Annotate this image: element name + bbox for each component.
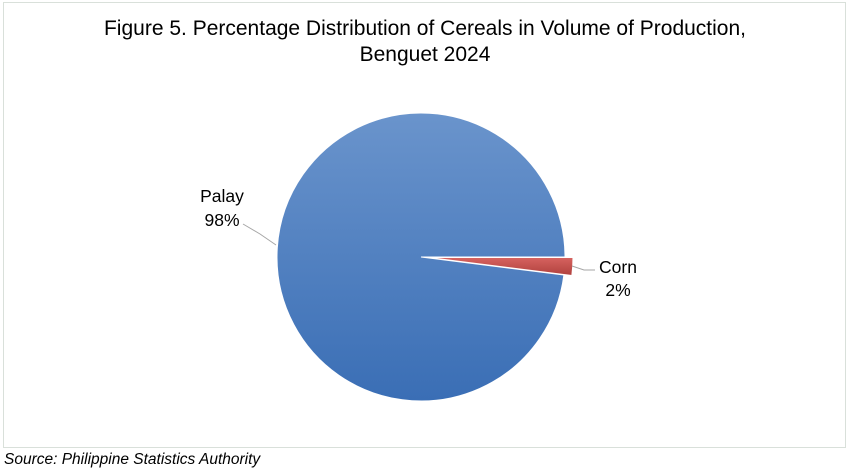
leader-lines <box>242 223 595 271</box>
leader-line-corn <box>571 265 595 271</box>
source-note: Source: Philippine Statistics Authority <box>4 451 261 468</box>
data-label-value-corn: 2% <box>605 280 630 300</box>
pie-chart: Figure 5. Percentage Distribution of Cer… <box>104 17 746 402</box>
chart-title-line2: Benguet 2024 <box>360 43 491 66</box>
data-label-category-corn: Corn <box>599 257 637 277</box>
data-labels: Palay 98% Corn 2% <box>200 186 637 300</box>
data-label-value-palay: 98% <box>204 210 239 230</box>
pie-slices <box>276 112 574 402</box>
chart-title: Figure 5. Percentage Distribution of Cer… <box>104 17 746 40</box>
leader-line-palay <box>242 223 277 246</box>
data-label-category-palay: Palay <box>200 186 244 206</box>
pie-slice-palay <box>276 112 566 402</box>
